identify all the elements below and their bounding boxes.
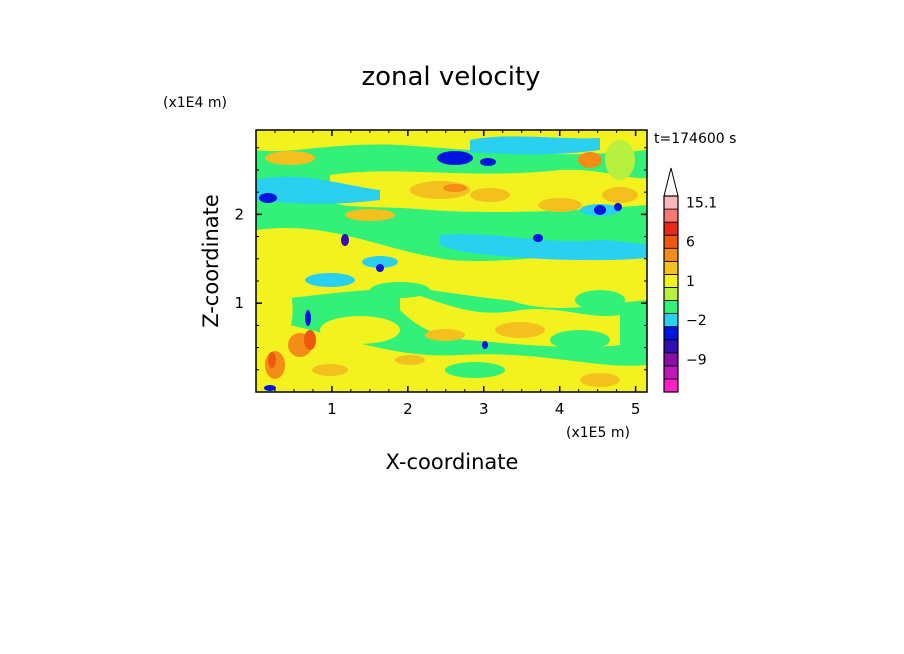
plot-frame [255,129,648,393]
colorbar-segment [663,287,679,301]
colorbar-segment [663,339,679,354]
colorbar-segment [663,208,679,223]
contour-region [362,256,398,268]
colorbar-label: 1 [686,274,695,290]
colorbar: 15.1 6 1 −2 −9 [663,167,717,393]
x-axis-title: X-coordinate [386,450,519,474]
y-scale-label: (x1E4 m) [163,95,227,111]
x-tick-label: 4 [555,400,565,418]
x-axis: 1 2 3 4 5 [274,130,641,418]
x-tick-label: 3 [479,400,489,418]
contour-region [480,158,496,166]
contour-region [443,184,467,192]
contour-region [594,205,606,215]
contour-region [305,273,355,287]
colorbar-segment [663,195,679,210]
colorbar-label: 6 [686,235,695,251]
contour-region [580,373,620,387]
contour-region [370,282,430,298]
contour-region [312,364,348,376]
colorbar-segment [663,378,679,393]
x-scale-label: (x1E5 m) [566,425,630,441]
contour-region [578,152,602,168]
colorbar-segment [663,273,679,288]
x-tick-label: 5 [631,400,641,418]
contour-region [550,330,610,350]
contour-region [265,151,315,165]
contour-region [341,234,349,246]
y-axis-title: Z-coordinate [199,194,223,328]
time-label: t=174600 s [654,131,736,147]
contour-region [256,320,647,392]
x-tick-label: 1 [327,400,337,418]
colorbar-segment [663,300,679,314]
colorbar-segment [663,234,679,249]
colorbar-segment [663,221,679,236]
chart-title: zonal velocity [361,62,540,92]
y-tick-label: 1 [234,294,244,312]
contour-region [538,198,582,212]
colorbar-segment [663,365,679,380]
colorbar-segment [663,247,679,262]
contour-region [495,322,545,338]
contour-region [470,136,600,155]
contour-region [602,187,638,203]
contour-region [256,250,293,392]
y-axis: 12 [234,147,647,371]
contour-region [533,234,543,242]
colorbar-segment [663,260,679,275]
contour-region [470,188,510,202]
colorbar-label: −9 [686,352,707,368]
contour-region [440,233,647,261]
colorbar-segment [663,352,679,367]
contour-region [376,264,384,272]
contour-region [482,341,488,349]
contour-region [305,310,311,326]
contour-region [575,290,625,310]
colorbar-extend-arrow [663,167,679,197]
contour-region [320,316,400,344]
colorbar-segment [663,326,679,341]
contour-region [605,140,635,180]
contour-region [256,176,380,204]
contour-region [614,203,622,211]
contour-region [304,330,316,350]
contour-region [259,193,277,203]
colorbar-label: −2 [686,313,707,329]
colorbar-label: 15.1 [686,196,717,212]
contour-field [256,130,647,392]
contour-region [437,151,473,165]
contour-region [345,209,395,221]
contour-region [445,362,505,378]
x-tick-label: 2 [403,400,413,418]
y-tick-label: 2 [234,205,244,223]
contour-region [264,385,276,391]
contour-region [425,329,465,341]
contour-region [268,352,276,368]
colorbar-frame [663,195,679,393]
contour-region [395,355,425,365]
colorbar-segment [663,313,679,328]
